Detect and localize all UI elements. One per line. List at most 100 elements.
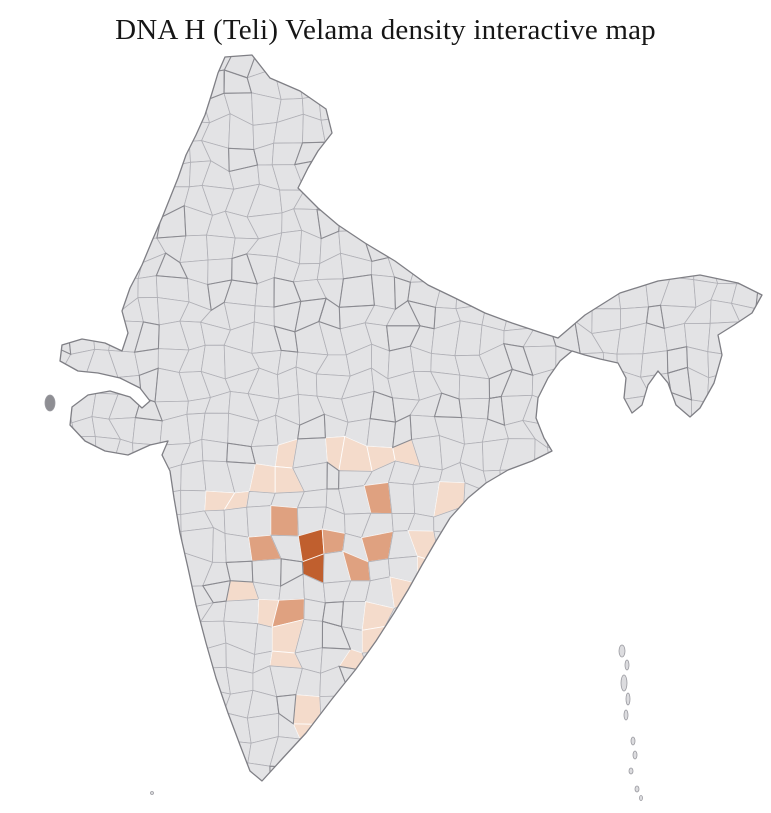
district-cell[interactable]: [63, 469, 98, 489]
district-cell[interactable]: [46, 599, 69, 632]
district-cell[interactable]: [223, 506, 249, 538]
district-cell[interactable]: [90, 533, 121, 556]
district-cell[interactable]: [181, 739, 207, 770]
district-cell[interactable]: [71, 665, 99, 700]
district-cell[interactable]: [319, 695, 351, 725]
district-cell[interactable]: [623, 435, 651, 464]
district-cell[interactable]: [618, 461, 651, 491]
district-cell[interactable]: [17, 139, 52, 169]
district-cell[interactable]: [66, 232, 94, 260]
district-cell[interactable]: [459, 67, 484, 104]
district-cell[interactable]: [477, 237, 505, 258]
district-cell[interactable]: [135, 167, 161, 188]
district-cell[interactable]: [713, 505, 736, 537]
district-cell[interactable]: [19, 258, 47, 287]
district-cell[interactable]: [639, 628, 668, 653]
district-cell[interactable]: [570, 119, 599, 149]
district-cell[interactable]: [388, 481, 416, 515]
district-cell[interactable]: [365, 187, 398, 211]
district-cell[interactable]: [388, 734, 419, 767]
district-cell[interactable]: [18, 627, 52, 652]
district-cell[interactable]: [138, 712, 160, 744]
district-cell[interactable]: [459, 505, 485, 541]
district-cell[interactable]: [17, 716, 49, 747]
district-cell[interactable]: [341, 94, 370, 119]
district-cell[interactable]: [40, 276, 65, 303]
district-cell[interactable]: [462, 666, 490, 698]
district-cell[interactable]: [752, 645, 771, 675]
district-cell[interactable]: [273, 51, 300, 79]
district-cell[interactable]: [18, 737, 52, 771]
district-cell[interactable]: [50, 736, 76, 771]
district-cell[interactable]: [246, 505, 272, 538]
district-cell[interactable]: [456, 210, 489, 242]
district-cell[interactable]: [737, 321, 763, 357]
district-cell[interactable]: [438, 51, 461, 77]
district-cell[interactable]: [477, 734, 510, 761]
district-cell[interactable]: [752, 141, 771, 163]
district-cell[interactable]: [502, 185, 536, 219]
district-cell[interactable]: [22, 185, 52, 217]
district-cell[interactable]: [88, 578, 120, 609]
district-cell[interactable]: [684, 488, 716, 515]
district-cell[interactable]: [459, 579, 488, 604]
district-cell[interactable]: [0, 461, 24, 491]
district-cell[interactable]: [524, 96, 559, 127]
district-cell[interactable]: [660, 120, 695, 150]
district-cell[interactable]: [738, 710, 762, 742]
district-cell[interactable]: [595, 51, 623, 71]
district-cell[interactable]: [761, 210, 771, 235]
district-cell[interactable]: [68, 51, 92, 80]
district-cell[interactable]: [133, 485, 168, 515]
district-cell[interactable]: [638, 674, 664, 701]
district-cell[interactable]: [570, 95, 597, 124]
district-cell[interactable]: [546, 424, 575, 449]
nicobar-island[interactable]: [634, 785, 640, 793]
district-cell[interactable]: [693, 576, 712, 608]
district-cell[interactable]: [553, 164, 582, 192]
district-cell[interactable]: [453, 97, 488, 115]
district-cell[interactable]: [763, 186, 771, 211]
district-cell[interactable]: [137, 511, 168, 537]
district-cell[interactable]: [71, 719, 93, 745]
district-cell[interactable]: [504, 97, 536, 126]
district-cell[interactable]: [179, 688, 210, 722]
district-cell[interactable]: [318, 72, 352, 97]
district-cell[interactable]: [733, 412, 762, 448]
district-cell[interactable]: [457, 711, 488, 743]
district-cell[interactable]: [638, 692, 668, 724]
district-cell[interactable]: [411, 582, 444, 604]
district-cell[interactable]: [407, 169, 441, 195]
district-cell[interactable]: [550, 672, 577, 693]
district-cell[interactable]: [592, 620, 622, 647]
district-cell[interactable]: [18, 554, 52, 585]
district-cell[interactable]: [111, 52, 144, 73]
district-cell[interactable]: [367, 782, 388, 801]
district-cell[interactable]: [621, 69, 650, 103]
district-cell[interactable]: [410, 95, 443, 123]
district-cell[interactable]: [385, 764, 419, 788]
district-cell[interactable]: [0, 627, 20, 652]
district-cell[interactable]: [546, 144, 582, 167]
district-cell[interactable]: [591, 206, 628, 242]
district-cell[interactable]: [90, 306, 122, 330]
district-cell[interactable]: [660, 165, 688, 193]
district-cell[interactable]: [685, 191, 717, 214]
district-cell[interactable]: [706, 147, 734, 170]
district-cell[interactable]: [23, 96, 50, 125]
district-cell[interactable]: [438, 666, 464, 695]
district-cell[interactable]: [43, 51, 71, 80]
district-cell[interactable]: [523, 673, 556, 693]
district-cell[interactable]: [17, 346, 52, 378]
district-cell[interactable]: [69, 552, 97, 585]
district-cell[interactable]: [19, 229, 47, 263]
district-cell[interactable]: [640, 159, 669, 196]
district-cell[interactable]: [370, 274, 396, 310]
district-cell[interactable]: [733, 535, 762, 561]
district-cell[interactable]: [731, 72, 759, 98]
district-cell[interactable]: [734, 491, 764, 507]
district-cell[interactable]: [662, 485, 688, 514]
district-cell[interactable]: [430, 579, 461, 601]
district-cell[interactable]: [572, 512, 603, 538]
district-cell[interactable]: [22, 508, 45, 535]
